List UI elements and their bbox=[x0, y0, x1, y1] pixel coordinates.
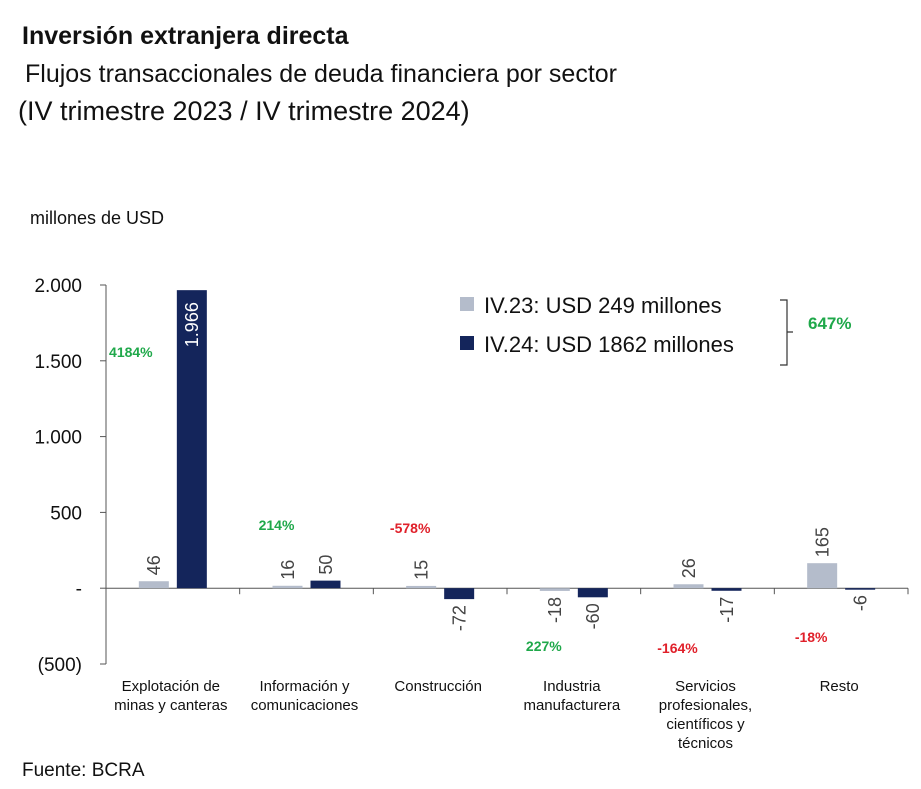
chart-title: Inversión extranjera directa bbox=[22, 22, 349, 50]
bar-iv24-label: -17 bbox=[717, 597, 737, 623]
total-change-label: 647% bbox=[808, 314, 851, 333]
change-percent-label: -18% bbox=[795, 629, 828, 645]
x-category-label: técnicos bbox=[678, 735, 733, 752]
y-tick-label: 1.500 bbox=[34, 352, 82, 373]
legend-swatch-iv23 bbox=[460, 297, 474, 311]
bar-iv23 bbox=[807, 563, 838, 589]
bar-iv24 bbox=[310, 580, 341, 589]
bar-iv24 bbox=[711, 588, 742, 591]
x-category-label: minas y canteras bbox=[114, 697, 227, 714]
legend-swatch-iv24 bbox=[460, 336, 474, 350]
change-percent-label: 4184% bbox=[109, 344, 153, 360]
change-percent-label: 214% bbox=[259, 517, 295, 533]
bar-iv24 bbox=[845, 588, 876, 590]
legend-bracket bbox=[780, 299, 793, 366]
bar-iv23-label: 46 bbox=[144, 555, 164, 575]
y-tick-label: (500) bbox=[38, 655, 82, 676]
bar-iv24-label: 1.966 bbox=[182, 302, 202, 347]
bar-iv23 bbox=[138, 581, 169, 589]
bar-iv24-label: -6 bbox=[850, 595, 870, 611]
chart-period: (IV trimestre 2023 / IV trimestre 2024) bbox=[18, 96, 470, 126]
x-category-label: Industria bbox=[543, 678, 601, 695]
bar-iv24-label: -72 bbox=[449, 605, 469, 631]
bar-iv23-label: -18 bbox=[545, 597, 565, 623]
bar-iv24-label: 50 bbox=[316, 555, 336, 575]
change-percent-label: -578% bbox=[390, 520, 431, 536]
x-category-label: manufacturera bbox=[523, 697, 620, 714]
legend-label-iv23: IV.23: USD 249 millones bbox=[484, 293, 722, 318]
y-tick-label: 2.000 bbox=[34, 276, 82, 297]
y-tick-label: - bbox=[76, 579, 82, 600]
change-percent-label: 227% bbox=[526, 638, 562, 654]
legend-label-iv24: IV.24: USD 1862 millones bbox=[484, 332, 734, 357]
y-tick-label: 500 bbox=[50, 503, 82, 524]
change-percent-label: -164% bbox=[657, 640, 698, 656]
bar-iv24 bbox=[444, 588, 475, 600]
x-category-label: Construcción bbox=[394, 678, 482, 695]
y-tick-label: 1.000 bbox=[34, 428, 82, 449]
source-label: Fuente: BCRA bbox=[22, 760, 145, 781]
bar-iv23 bbox=[673, 584, 704, 589]
unit-label: millones de USD bbox=[30, 208, 165, 228]
bar-iv23 bbox=[539, 588, 570, 591]
x-category-label: científicos y bbox=[666, 716, 745, 733]
x-category-label: comunicaciones bbox=[251, 697, 359, 714]
bar-iv24-label: -60 bbox=[583, 603, 603, 629]
bar-iv24 bbox=[577, 588, 608, 598]
chart-subtitle: Flujos transaccionales de deuda financie… bbox=[25, 60, 618, 88]
bar-iv23-label: 26 bbox=[679, 558, 699, 578]
x-category-label: Resto bbox=[820, 678, 859, 695]
bar-iv23 bbox=[272, 585, 303, 589]
bar-iv23-label: 15 bbox=[411, 560, 431, 580]
x-category-label: profesionales, bbox=[659, 697, 752, 714]
bar-iv23-label: 16 bbox=[278, 560, 298, 580]
x-category-label: Información y bbox=[259, 678, 350, 695]
x-category-label: Servicios bbox=[675, 678, 736, 695]
bar-iv24 bbox=[176, 290, 207, 589]
bar-iv23-label: 165 bbox=[812, 527, 832, 557]
bar-iv23 bbox=[406, 585, 437, 589]
x-category-label: Explotación de bbox=[122, 678, 220, 695]
